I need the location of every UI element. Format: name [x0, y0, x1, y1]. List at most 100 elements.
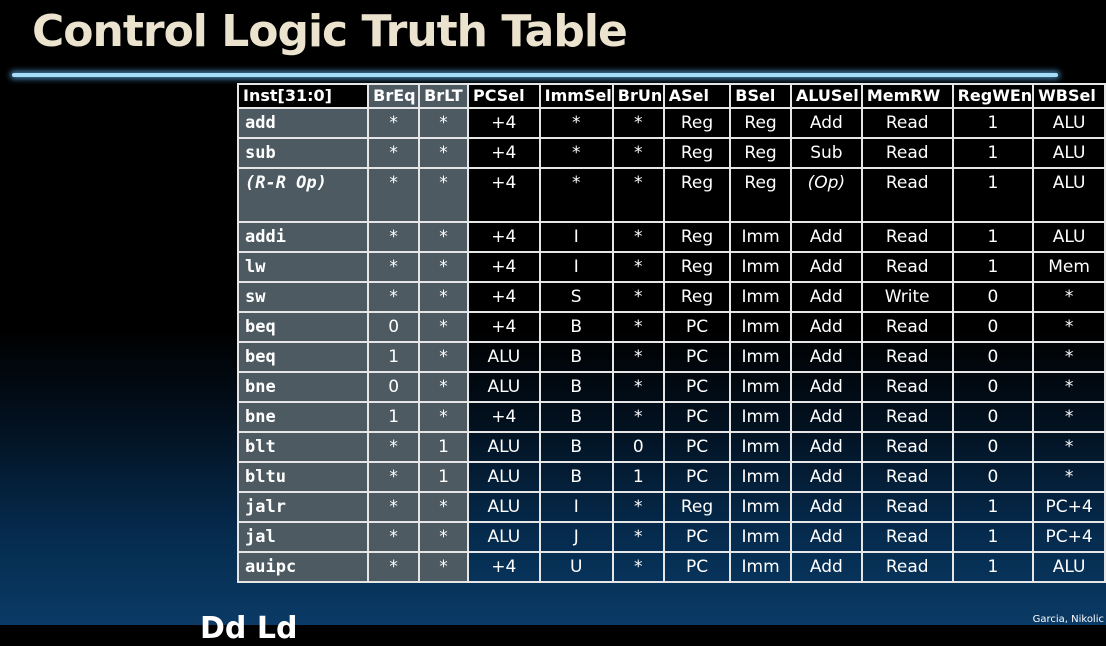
cell-brlt: *: [418, 107, 469, 139]
cell-wbsel: *: [1032, 341, 1106, 373]
cell-alusel: Add: [789, 431, 863, 463]
cell-immsel: I: [538, 221, 614, 253]
cell-bsel: Imm: [729, 431, 792, 463]
cell-brlt: *: [418, 551, 469, 583]
cell-regwen: 0: [951, 431, 1035, 463]
cell-bsel: Imm: [729, 461, 792, 493]
table-row-beq-taken-no: beq 0 * +4 B * PC Imm Add Read 0 *: [236, 311, 1106, 343]
cell-brlt: *: [418, 281, 469, 313]
cell-asel: Reg: [662, 167, 732, 223]
cell-pcsel: ALU: [466, 431, 541, 463]
table-row-add: add * * +4 * * Reg Reg Add Read 1 ALU: [236, 107, 1106, 139]
cell-brlt: *: [418, 137, 469, 169]
cell-breq: *: [367, 461, 421, 493]
cell-bsel: Imm: [729, 521, 792, 553]
cell-bsel: Reg: [729, 107, 792, 139]
cell-regwen: 1: [951, 251, 1035, 283]
cell-immsel: B: [538, 401, 614, 433]
cell-wbsel: PC+4: [1032, 521, 1106, 553]
cell-brlt: *: [418, 521, 469, 553]
cell-memrw: Read: [860, 431, 954, 463]
cell-pcsel: +4: [466, 311, 541, 343]
cell-alusel: Add: [789, 281, 863, 313]
table-row-auipc: auipc * * +4 U * PC Imm Add Read 1 ALU: [236, 551, 1106, 583]
cell-wbsel: ALU: [1032, 107, 1106, 139]
cell-regwen: 1: [951, 491, 1035, 523]
cell-bsel: Imm: [729, 221, 792, 253]
control-logic-truth-table: Inst[31:0] BrEq BrLT PCSel ImmSel BrUn A…: [236, 83, 1106, 583]
cell-inst: bltu: [236, 461, 370, 493]
cell-immsel: B: [538, 341, 614, 373]
cell-bsel: Imm: [729, 371, 792, 403]
cell-breq: *: [367, 167, 421, 223]
cell-inst: add: [236, 107, 370, 139]
cell-alusel: Add: [789, 491, 863, 523]
cell-regwen: 1: [951, 107, 1035, 139]
cell-immsel: B: [538, 431, 614, 463]
attribution-text: Garcia, Nikolic: [1032, 614, 1104, 625]
cell-immsel: *: [538, 137, 614, 169]
cell-pcsel: ALU: [466, 491, 541, 523]
cell-brun: *: [611, 137, 665, 169]
cell-alusel: Sub: [789, 137, 863, 169]
cell-inst: (R-R Op): [236, 167, 370, 223]
slide-title: Control Logic Truth Table: [32, 6, 628, 57]
cell-brlt: 1: [418, 431, 469, 463]
cell-memrw: Read: [860, 401, 954, 433]
cell-alusel: (Op): [789, 167, 863, 223]
cell-regwen: 0: [951, 341, 1035, 373]
cell-alusel: Add: [789, 401, 863, 433]
cell-wbsel: *: [1032, 371, 1106, 403]
col-header-breq: BrEq: [367, 83, 421, 109]
cell-brlt: *: [418, 371, 469, 403]
cell-asel: PC: [662, 551, 732, 583]
cell-bsel: Reg: [729, 167, 792, 223]
cell-brun: *: [611, 221, 665, 253]
cell-breq: *: [367, 107, 421, 139]
cell-regwen: 1: [951, 221, 1035, 253]
cell-memrw: Read: [860, 107, 954, 139]
table-row-bltu: bltu * 1 ALU B 1 PC Imm Add Read 0 *: [236, 461, 1106, 493]
cell-pcsel: +4: [466, 137, 541, 169]
cell-pcsel: ALU: [466, 521, 541, 553]
cell-bsel: Imm: [729, 251, 792, 283]
cell-brlt: *: [418, 167, 469, 223]
cell-brun: 1: [611, 461, 665, 493]
title-underline: [12, 73, 1058, 77]
cell-brun: *: [611, 491, 665, 523]
cell-bsel: Imm: [729, 341, 792, 373]
table-row-beq-taken-yes: beq 1 * ALU B * PC Imm Add Read 0 *: [236, 341, 1106, 373]
cell-memrw: Read: [860, 461, 954, 493]
cell-asel: PC: [662, 521, 732, 553]
cell-breq: 1: [367, 341, 421, 373]
col-header-immsel: ImmSel: [538, 83, 614, 109]
cell-pcsel: +4: [466, 251, 541, 283]
cell-brlt: *: [418, 341, 469, 373]
cell-wbsel: *: [1032, 431, 1106, 463]
cell-pcsel: +4: [466, 281, 541, 313]
cell-memrw: Read: [860, 167, 954, 223]
table-row-addi: addi * * +4 I * Reg Imm Add Read 1 ALU: [236, 221, 1106, 253]
cell-regwen: 1: [951, 137, 1035, 169]
cell-wbsel: ALU: [1032, 221, 1106, 253]
cell-brun: *: [611, 521, 665, 553]
cell-pcsel: +4: [466, 401, 541, 433]
cell-breq: *: [367, 137, 421, 169]
col-header-pcsel: PCSel: [466, 83, 541, 109]
col-header-brun: BrUn: [611, 83, 665, 109]
cell-immsel: B: [538, 461, 614, 493]
cell-alusel: Add: [789, 461, 863, 493]
cell-pcsel: +4: [466, 167, 541, 223]
cell-pcsel: ALU: [466, 341, 541, 373]
cell-brun: *: [611, 107, 665, 139]
cell-brun: *: [611, 251, 665, 283]
cell-breq: 0: [367, 311, 421, 343]
cell-asel: PC: [662, 371, 732, 403]
cell-immsel: J: [538, 521, 614, 553]
cell-memrw: Read: [860, 137, 954, 169]
cell-brun: *: [611, 371, 665, 403]
col-header-inst: Inst[31:0]: [236, 83, 370, 109]
cell-asel: Reg: [662, 281, 732, 313]
cell-breq: *: [367, 281, 421, 313]
col-header-brlt: BrLT: [418, 83, 469, 109]
